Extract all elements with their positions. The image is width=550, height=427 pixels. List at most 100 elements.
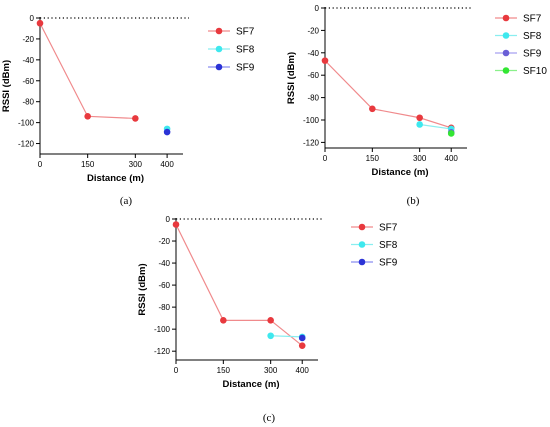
x-tick-label: 400 (296, 366, 310, 375)
legend-item-sf8: SF8 (208, 45, 255, 56)
legend-label: SF9 (523, 49, 542, 60)
data-point (321, 57, 329, 64)
x-tick-label: 400 (445, 154, 459, 163)
y-tick-label: -40 (22, 56, 34, 65)
legend-label: SF7 (379, 223, 398, 234)
series-sf7 (172, 221, 306, 349)
legend-marker (502, 67, 510, 74)
legend-label: SF10 (523, 66, 547, 77)
y-tick-label: -120 (303, 138, 320, 147)
chart-panel-1: 0 -20 -40 -60 -80 -100 -120 0 150 300 400 Distance … (1, 14, 255, 207)
x-tick-label: 0 (38, 160, 43, 169)
y-tick-label: 0 (30, 14, 35, 23)
data-point (84, 113, 91, 120)
legend-label: SF7 (523, 14, 542, 25)
x-tick-label: 300 (129, 160, 143, 169)
legend-label: SF8 (523, 31, 542, 42)
y-tick-label: -40 (307, 49, 319, 58)
x-tick-label: 300 (413, 154, 427, 163)
x-tick-label: 0 (323, 154, 328, 163)
y-tick-label: -80 (22, 98, 34, 107)
data-point (267, 317, 274, 324)
y-tick-label: -60 (22, 77, 34, 86)
y-axis-label: RSSI (dBm) (1, 60, 12, 112)
y-tick-label: 0 (166, 215, 171, 224)
data-point (163, 128, 171, 136)
x-tick-label: 150 (217, 366, 231, 375)
legend-marker (358, 223, 366, 231)
chart-panel-3: 0 -20 -40 -60 -80 -100 -120 0 150 300 400 Distance … (137, 215, 398, 424)
y-tick-label: 0 (315, 4, 320, 13)
series-line (39, 22, 136, 120)
data-point (36, 19, 44, 27)
x-tick-label: 150 (81, 160, 95, 169)
y-tick-label: -20 (22, 35, 34, 44)
legend-item-sf9: SF9 (495, 49, 542, 60)
y-tick-label: -40 (158, 259, 170, 268)
y-tick-label: -100 (303, 116, 320, 125)
y-tick-label: -20 (307, 26, 319, 35)
series-sf9 (298, 334, 306, 342)
data-point (298, 342, 306, 349)
series-line (324, 60, 452, 129)
x-tick-label: 400 (160, 160, 174, 169)
series-sf10 (447, 130, 455, 137)
x-tick-label: 0 (174, 366, 179, 375)
legend-item-sf10: SF10 (495, 66, 547, 77)
legend-label: SF8 (379, 240, 398, 251)
legend-item-sf7: SF7 (208, 27, 255, 38)
legend-item-sf7: SF7 (351, 223, 398, 234)
series-sf7 (321, 57, 455, 132)
y-tick-label: -60 (307, 71, 319, 80)
data-point (447, 130, 455, 137)
data-point (416, 121, 423, 128)
legend-item-sf8: SF8 (351, 240, 398, 251)
x-axis-label: Distance (m) (371, 167, 428, 178)
series-line (175, 224, 303, 347)
legend-marker (215, 27, 223, 35)
y-tick-label: -100 (18, 119, 35, 128)
legend-marker (502, 14, 510, 22)
legend-item-sf8: SF8 (495, 31, 542, 42)
legend-item-sf9: SF9 (351, 258, 398, 269)
y-tick-label: -80 (307, 94, 319, 103)
y-tick-label: -100 (154, 325, 171, 334)
x-tick-label: 300 (264, 366, 278, 375)
legend-marker (502, 32, 510, 39)
panel-caption: (b) (407, 195, 420, 207)
legend-marker (215, 45, 223, 53)
data-point (298, 334, 306, 342)
legend-item-sf9: SF9 (208, 63, 255, 74)
y-tick-label: -80 (158, 303, 170, 312)
x-axis-label: Distance (m) (222, 379, 279, 390)
legend-label: SF9 (236, 63, 255, 74)
legend-marker (215, 63, 223, 71)
series-sf9 (163, 128, 171, 136)
y-tick-label: -120 (154, 347, 171, 356)
series-sf7 (36, 19, 139, 122)
panel-caption: (a) (120, 195, 133, 207)
legend-label: SF9 (379, 258, 398, 269)
y-tick-label: -20 (158, 237, 170, 246)
data-point (132, 115, 139, 122)
legend-item-sf7: SF7 (495, 14, 542, 25)
panel-caption: (c) (263, 412, 276, 424)
y-axis-label: RSSI (dBm) (137, 263, 148, 315)
data-point (416, 114, 423, 122)
y-tick-label: -60 (158, 281, 170, 290)
data-point (267, 332, 274, 340)
x-tick-label: 150 (366, 154, 380, 163)
legend-label: SF8 (236, 45, 255, 56)
data-point (369, 105, 376, 113)
data-point (220, 317, 227, 324)
y-tick-label: -120 (18, 140, 35, 149)
y-axis-label: RSSI (dBm) (286, 52, 297, 104)
x-axis-label: Distance (m) (87, 173, 144, 184)
legend-marker (358, 258, 366, 266)
series-line (270, 335, 303, 338)
legend-label: SF7 (236, 27, 255, 38)
data-point (172, 221, 180, 228)
legend-marker (502, 49, 510, 57)
